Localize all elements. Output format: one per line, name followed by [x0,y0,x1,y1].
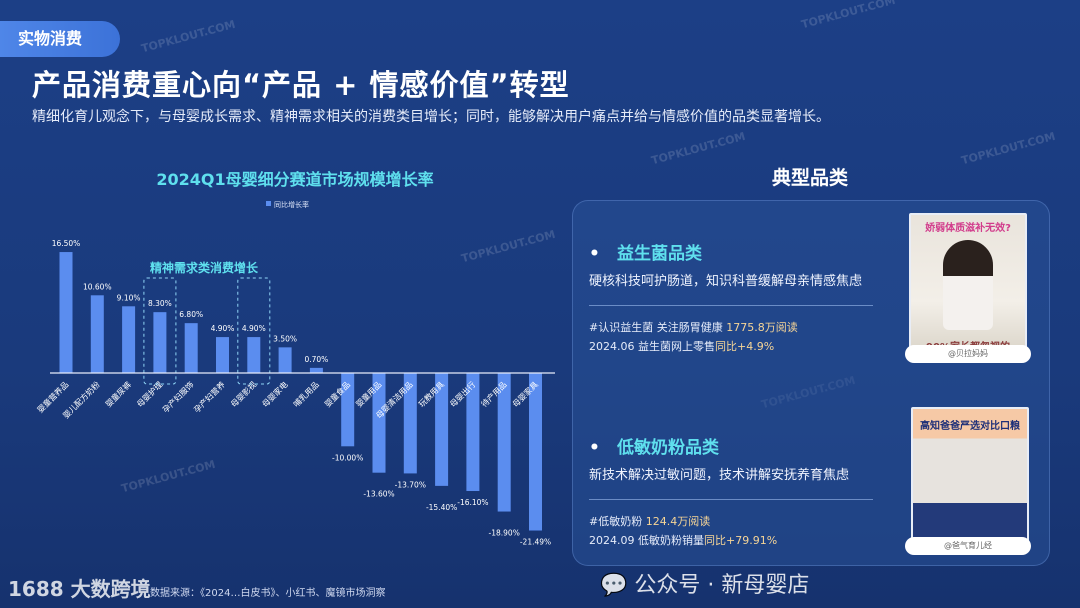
category-name: 低敏奶粉品类 [617,438,719,458]
data-label: 16.50% [52,239,81,248]
data-label: -21.49% [520,538,551,547]
divider [589,305,873,306]
wechat-watermark: 💬 公众号 · 新母婴店 [600,573,810,598]
divider [589,499,873,500]
bar [184,323,198,373]
bar [466,373,480,492]
data-label: -18.90% [489,529,520,538]
stat-line: 2024.06 益生菌网上零售同比+4.9% [589,340,775,353]
category-hypoallergenic-formula: • 低敏奶粉品类 新技术解决过敏问题，技术讲解安抚养育焦虑 #低敏奶粉 124.4… [589,433,873,550]
stat-line: 2024.09 低敏奶粉销量同比+79.91% [589,534,778,547]
data-label: 8.30% [148,299,172,308]
data-label: 6.80% [179,310,203,319]
highlight-box [143,277,177,385]
wechat-icon: 💬 [600,573,628,598]
section-tag: 实物消费 [0,21,120,57]
author-handle[interactable]: @爸气育儿经 [905,537,1031,555]
highlight-box [237,277,271,385]
category-label: 孕产妇服饰 [160,379,195,414]
bar [59,252,73,373]
data-label: -15.40% [426,503,457,512]
data-label: 3.50% [273,334,297,343]
bar [309,367,323,373]
data-label: -16.10% [457,498,488,507]
bar [90,295,104,373]
bar [153,312,167,373]
legend-label: 同比增长率 [274,200,309,209]
data-label: 4.90% [211,324,235,333]
category-name: 益生菌品类 [617,244,702,264]
stat-line: #低敏奶粉 124.4万阅读 [589,515,711,528]
person-image [943,240,993,330]
category-label: 母婴家电 [260,379,290,409]
category-probiotics: • 益生菌品类 硬核科技呵护肠道，知识科普缓解母亲情感焦虑 #认识益生菌 关注肠胃… [589,239,873,356]
logo: 1688 大数跨境 [8,577,151,601]
bar [497,373,511,512]
stat-line: #认识益生菌 关注肠胃健康 1775.8万阅读 [589,321,798,334]
bullet-icon: • [589,244,600,264]
bar [372,373,386,473]
category-label: 婴童尿裤 [103,379,133,409]
data-source: 数据来源：《2024…白皮书》、小红书、魔镜市场洞察 [150,588,386,599]
page-subtitle: 精细化育儿观念下，与母婴成长需求、精神需求相关的消费类目增长；同时，能够解决用户… [32,109,830,125]
bar [341,373,355,447]
bar [122,306,136,373]
bar [529,373,542,531]
data-label: -10.00% [332,453,363,462]
category-label: 哺乳用品 [291,379,321,409]
category-label: 孕产妇营养 [192,379,227,414]
bar [216,337,229,373]
chart-annotation: 精神需求类消费增长 [150,260,259,275]
legend-swatch [266,201,271,206]
bullet-icon: • [589,438,600,458]
bar [403,373,417,474]
post-thumbnail-image[interactable]: 娇弱体质滋补无效? 90%家长都忽视的 [909,213,1027,361]
author-handle[interactable]: @贝拉妈妈 [905,345,1031,363]
category-desc: 硬核科技呵护肠道，知识科普缓解母亲情感焦虑 [589,274,863,289]
data-label: -13.70% [395,480,426,489]
bar [247,337,261,373]
data-label: 9.10% [117,293,141,302]
bar [278,347,292,373]
category-desc: 新技术解决过敏问题，技术讲解安抚养育焦虑 [589,468,850,483]
page-title: 产品消费重心向“产品 + 情感价值”转型 [32,68,570,102]
data-label: -13.60% [363,490,394,499]
chart-title: 2024Q1母婴细分赛道市场规模增长率 [156,170,434,189]
data-label: 4.90% [242,324,266,333]
post-thumbnail-image[interactable]: 高知爸爸严选对比口粮 [911,407,1029,545]
data-label: 0.70% [304,355,328,364]
typical-categories-panel: • 益生菌品类 硬核科技呵护肠道，知识科普缓解母亲情感焦虑 #认识益生菌 关注肠胃… [572,200,1050,566]
panel-title: 典型品类 [771,167,848,189]
bar [435,373,449,486]
data-label: 10.60% [83,282,112,291]
